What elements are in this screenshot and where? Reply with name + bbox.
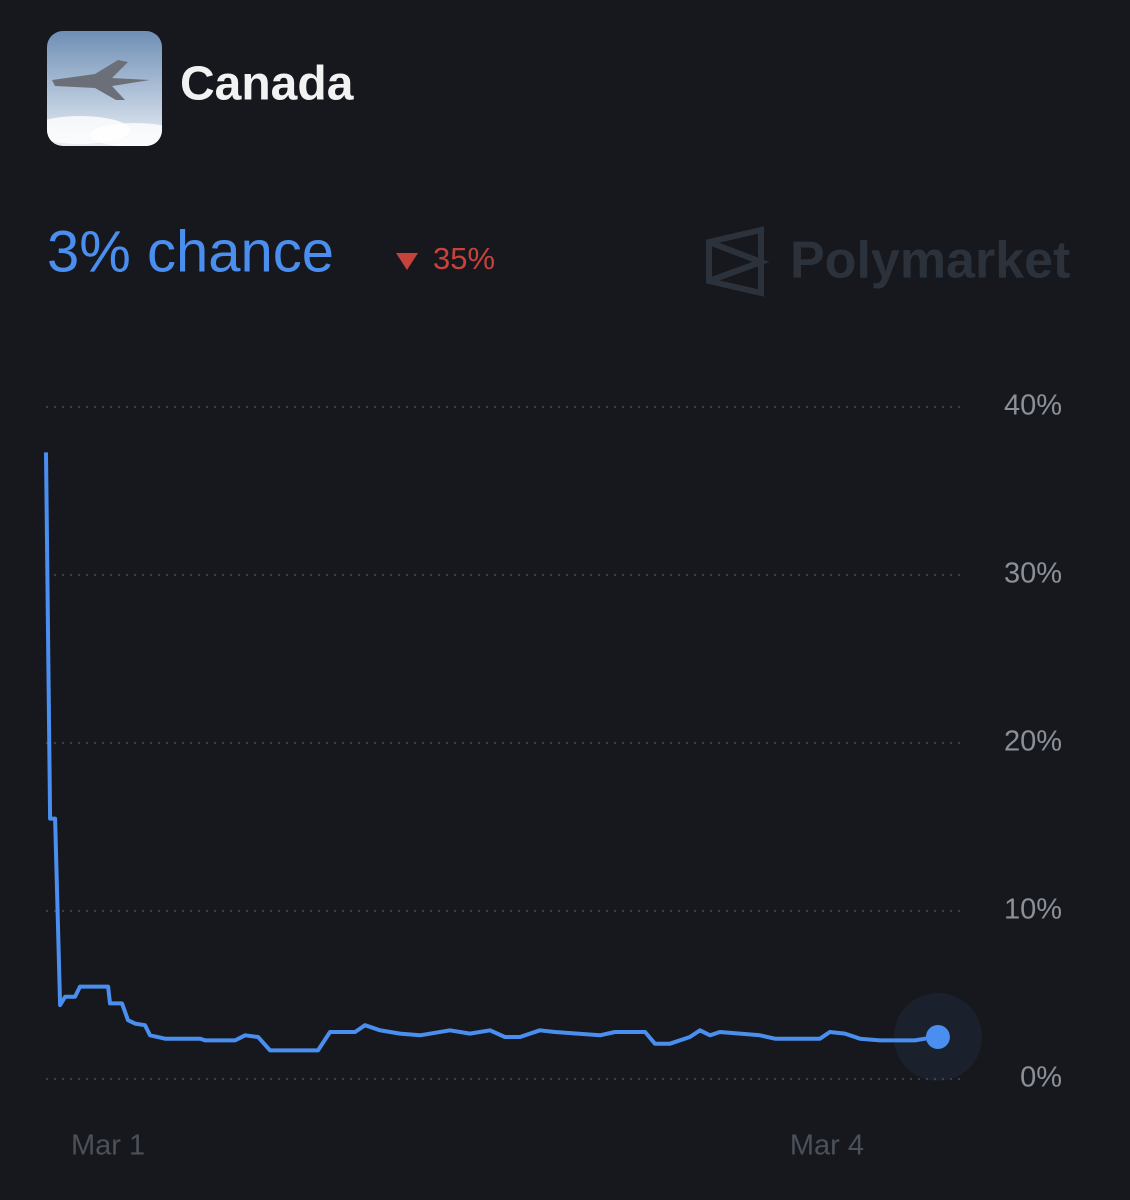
- x-tick-label: Mar 1: [71, 1130, 145, 1162]
- y-tick-label: 30%: [1004, 558, 1062, 590]
- thumbnail: [47, 31, 162, 146]
- title: Canada: [180, 58, 354, 111]
- y-tick-label: 0%: [1020, 1062, 1062, 1094]
- y-tick-label: 10%: [1004, 894, 1062, 926]
- end-point: [925, 1025, 950, 1049]
- y-tick-label: 20%: [1004, 726, 1062, 758]
- y-tick-label: 40%: [1004, 390, 1062, 422]
- change: 35%: [433, 241, 495, 276]
- brand-logo: [706, 226, 770, 297]
- x-tick-label: Mar 4: [790, 1130, 864, 1162]
- brand: Polymarket: [790, 232, 1070, 290]
- current-chance: 3% chance: [47, 219, 334, 284]
- down-arrow: [396, 253, 418, 270]
- line: [44, 452, 939, 1053]
